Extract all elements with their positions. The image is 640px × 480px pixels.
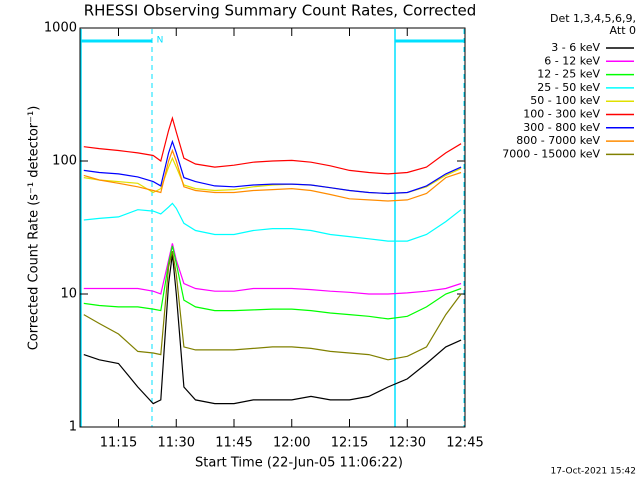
x-tick-label: 11:45 bbox=[215, 436, 252, 451]
y-tick-label: 1000 bbox=[44, 21, 77, 36]
series-line bbox=[83, 243, 462, 295]
legend-label: 7000 - 15000 keV bbox=[502, 147, 600, 160]
legend-header: Det 1,3,4,5,6,9, bbox=[550, 12, 636, 25]
y-tick-label: 100 bbox=[52, 154, 77, 169]
y-tick-label: 10 bbox=[60, 287, 77, 302]
x-tick-label: 12:30 bbox=[389, 436, 426, 451]
legend-label: 800 - 7000 keV bbox=[516, 134, 600, 147]
legend-label: 6 - 12 keV bbox=[544, 54, 600, 67]
attenuator-markers bbox=[80, 29, 465, 427]
x-tick-label: 12:00 bbox=[273, 436, 310, 451]
series-line bbox=[83, 139, 462, 195]
chart-title: RHESSI Observing Summary Count Rates, Co… bbox=[84, 2, 477, 20]
marker-label: N bbox=[157, 36, 164, 46]
series-line bbox=[83, 115, 462, 175]
series-line bbox=[83, 148, 462, 202]
x-tick-label: 12:45 bbox=[446, 436, 483, 451]
x-tick-label: 12:15 bbox=[331, 436, 368, 451]
x-tick-label: 11:30 bbox=[158, 436, 195, 451]
x-tick-label: 11:15 bbox=[100, 436, 137, 451]
x-axis-label: Start Time (22-Jun-05 11:06:22) bbox=[195, 456, 403, 471]
legend-label: 12 - 25 keV bbox=[537, 68, 600, 81]
legend-label: 25 - 50 keV bbox=[537, 81, 600, 94]
legend-label: 300 - 800 keV bbox=[523, 121, 600, 134]
legend-label: 50 - 100 keV bbox=[530, 94, 600, 107]
legend-label: 3 - 6 keV bbox=[551, 41, 600, 54]
series-line bbox=[83, 250, 462, 361]
y-tick-label: 1 bbox=[69, 420, 77, 435]
series-line bbox=[83, 253, 462, 405]
legend-label: 100 - 300 keV bbox=[523, 108, 600, 121]
plot-frame bbox=[79, 27, 466, 428]
series-line bbox=[83, 245, 462, 320]
legend-header: Att 0 bbox=[610, 24, 636, 37]
y-axis-label: Corrected Count Rate (s⁻¹ detector⁻¹) bbox=[27, 106, 42, 351]
series-line bbox=[83, 202, 462, 242]
timestamp: 17-Oct-2021 15:42 bbox=[551, 467, 636, 477]
